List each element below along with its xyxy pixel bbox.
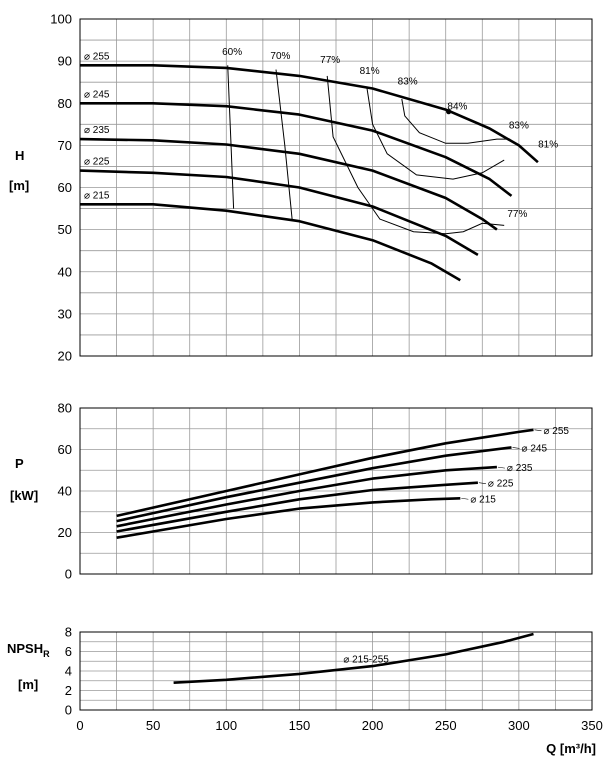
best-efficiency-point [446,109,452,115]
series-line [79,169,479,257]
y-tick-label: 40 [58,484,72,499]
y-axis-unit: [m] [9,178,29,193]
series-label-leader [461,497,469,500]
series-line [80,203,461,282]
series-label: ⌀ 245 [84,89,110,100]
y-axis-label: NPSHR [7,641,50,659]
y-tick-label: 60 [58,442,72,457]
x-tick-label: 150 [289,718,311,733]
series-label: ⌀ 255 [543,426,569,437]
series-label-leader [512,447,520,449]
series-label: ⌀ 235 [507,463,533,474]
series-label-leader [534,429,542,432]
efficiency-label: 84% [447,102,467,113]
y-axis-label-subscript: R [43,649,50,659]
series-label: ⌀ 215-255 [343,654,389,665]
efficiency-line [326,75,505,235]
series-label: ⌀ 255 [84,51,110,62]
y-tick-label: 70 [58,138,72,153]
efficiency-label: 81% [360,66,380,77]
y-tick-label: 100 [50,12,72,27]
panel-power: 0 20 40 60 80 P [kW] ⌀ 255 ⌀ 245 ⌀ 235 ⌀ 225 ⌀ 215 [10,401,593,582]
y-axis-label: H [15,148,24,163]
y-axis-unit: [m] [18,677,38,692]
series-line [80,64,539,164]
x-tick-label: 350 [581,718,603,733]
y-tick-label: 90 [58,54,72,69]
series-label: ⌀ 225 [84,157,110,168]
y-tick-label: 2 [65,683,72,698]
series-line [116,497,461,539]
x-tick-label: 250 [435,718,457,733]
series-line [79,137,498,231]
y-tick-label: 8 [65,625,72,640]
y-tick-label: 30 [58,306,72,321]
series-label: ⌀ 225 [488,479,514,490]
panel-npsh: 0 2 4 6 8 0 50 100 150 200 250 300 350 NPSHR [m] Q [m³/… [7,625,603,757]
y-axis-label: P [15,456,24,471]
series-label: ⌀ 245 [522,443,548,454]
series-line [116,481,478,533]
efficiency-label: 60% [222,47,242,58]
series-label-leader [478,482,486,484]
efficiency-line [401,98,511,144]
series-label-leader [497,466,505,469]
y-tick-label: 80 [58,401,72,416]
efficiency-line [366,86,505,180]
efficiency-label: 81% [538,139,558,150]
plot-frame [79,631,593,711]
series-label: ⌀ 235 [84,125,110,136]
x-axis-label: Q [m³/h] [546,741,596,756]
panel-head: 20 30 40 50 60 70 80 90 100 H [m] ⌀ 255 ⌀ 245 ⌀ 235 ⌀ … [9,12,593,364]
x-tick-label: 100 [215,718,237,733]
series-line [116,446,512,523]
y-tick-label: 60 [58,180,72,195]
plot-frame [79,407,593,575]
efficiency-label: 77% [507,209,527,220]
y-tick-label: 40 [58,264,72,279]
series-label: ⌀ 215 [84,190,110,201]
series-line [173,632,534,684]
efficiency-label: 70% [270,51,290,62]
y-tick-label: 50 [58,222,72,237]
y-tick-label: 6 [65,644,72,659]
efficiency-label: 83% [509,121,529,132]
plot-frame [79,18,593,357]
efficiency-line [275,69,293,220]
series-line [116,428,534,518]
y-tick-label: 20 [58,349,72,364]
y-axis-unit: [kW] [10,488,38,503]
x-tick-label: 50 [146,718,160,733]
series-line [80,102,513,197]
y-tick-label: 80 [58,96,72,111]
efficiency-line [227,65,235,209]
x-tick-label: 200 [362,718,384,733]
y-tick-label: 4 [65,664,72,679]
series-line [116,465,497,528]
efficiency-label: 77% [320,55,340,66]
series-label: ⌀ 215 [470,494,496,505]
x-tick-label: 300 [508,718,530,733]
y-tick-label: 0 [65,703,72,718]
efficiency-label: 83% [398,76,418,87]
x-tick-label: 0 [76,718,83,733]
y-tick-label: 20 [58,525,72,540]
y-tick-label: 0 [65,567,72,582]
